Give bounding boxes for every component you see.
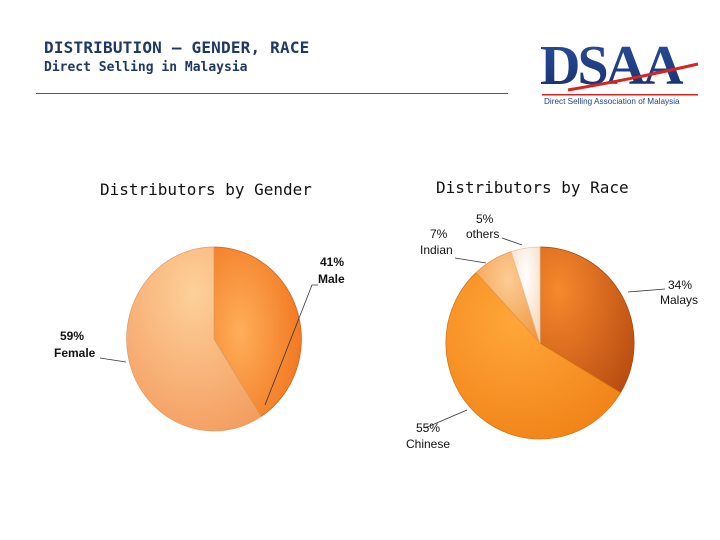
logo-letters: DSAA	[540, 35, 684, 97]
logo-tagline: Direct Selling Association of Malaysia	[544, 97, 680, 106]
slide-title: DISTRIBUTION – GENDER, RACE	[44, 38, 310, 57]
leader-others	[501, 237, 523, 246]
gender-chart-title: Distributors by Gender	[100, 180, 312, 199]
label-others-pct: 5%	[476, 212, 494, 226]
label-malays-pct: 34%	[668, 278, 692, 292]
leader-male	[264, 284, 318, 406]
leader-female	[99, 357, 127, 363]
dsam-logo: DSAA Direct Selling Association of Malay…	[540, 35, 699, 106]
label-female: Female	[54, 346, 96, 360]
leader-chinese	[424, 409, 468, 429]
label-male: Male	[318, 272, 345, 286]
label-indian: Indian	[420, 243, 453, 257]
label-indian-pct: 7%	[430, 227, 448, 241]
slice-others	[510, 246, 541, 344]
leader-malays	[627, 288, 666, 293]
race-chart-title: Distributors by Race	[436, 178, 629, 197]
title-divider	[36, 93, 508, 94]
slice-chinese	[445, 271, 622, 440]
leader-indian	[454, 257, 487, 264]
slice-male	[213, 246, 302, 418]
label-chinese-pct: 55%	[416, 421, 440, 435]
race-pie	[445, 246, 635, 440]
slice-female	[126, 246, 262, 432]
label-chinese: Chinese	[406, 437, 450, 451]
label-malays: Malays	[660, 293, 698, 307]
gender-pie	[126, 246, 302, 432]
slide-subtitle: Direct Selling in Malaysia	[44, 60, 248, 75]
label-others: others	[466, 227, 499, 241]
logo-underline	[542, 94, 698, 96]
label-male-pct: 41%	[320, 255, 344, 269]
logo-swoosh	[567, 62, 699, 92]
slice-malays	[539, 246, 635, 394]
label-female-pct: 59%	[60, 329, 84, 343]
